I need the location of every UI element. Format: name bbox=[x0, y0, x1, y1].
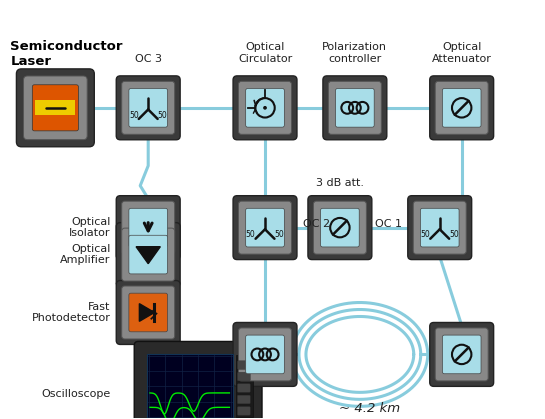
FancyBboxPatch shape bbox=[134, 341, 262, 419]
Text: 50: 50 bbox=[449, 230, 459, 239]
FancyBboxPatch shape bbox=[323, 76, 387, 140]
FancyBboxPatch shape bbox=[23, 76, 87, 140]
Text: Optical
Circulator: Optical Circulator bbox=[238, 42, 292, 64]
FancyBboxPatch shape bbox=[435, 328, 488, 381]
FancyBboxPatch shape bbox=[430, 323, 494, 386]
FancyBboxPatch shape bbox=[35, 101, 75, 115]
FancyBboxPatch shape bbox=[233, 76, 297, 140]
FancyBboxPatch shape bbox=[129, 208, 167, 247]
FancyBboxPatch shape bbox=[233, 196, 297, 260]
Text: ~ 4.2 km: ~ 4.2 km bbox=[340, 402, 401, 415]
Text: 50: 50 bbox=[275, 230, 284, 239]
Text: Oscilloscope: Oscilloscope bbox=[41, 389, 110, 399]
Text: 50: 50 bbox=[129, 111, 138, 119]
FancyBboxPatch shape bbox=[32, 85, 78, 131]
Text: Polarization
controller: Polarization controller bbox=[322, 42, 387, 64]
Text: Semiconductor
Laser: Semiconductor Laser bbox=[10, 40, 123, 68]
FancyBboxPatch shape bbox=[320, 208, 359, 247]
Text: 3 dB att.: 3 dB att. bbox=[316, 178, 364, 188]
FancyBboxPatch shape bbox=[239, 201, 292, 254]
FancyBboxPatch shape bbox=[122, 81, 175, 134]
FancyBboxPatch shape bbox=[246, 88, 284, 127]
FancyBboxPatch shape bbox=[116, 196, 180, 260]
FancyBboxPatch shape bbox=[238, 384, 250, 392]
Text: 50: 50 bbox=[420, 230, 430, 239]
FancyBboxPatch shape bbox=[329, 81, 382, 134]
Text: 50: 50 bbox=[246, 230, 256, 239]
FancyBboxPatch shape bbox=[116, 222, 180, 287]
FancyBboxPatch shape bbox=[238, 407, 250, 415]
FancyBboxPatch shape bbox=[308, 196, 372, 260]
FancyBboxPatch shape bbox=[129, 88, 167, 127]
FancyBboxPatch shape bbox=[430, 76, 494, 140]
FancyBboxPatch shape bbox=[313, 201, 366, 254]
FancyBboxPatch shape bbox=[239, 328, 292, 381]
Text: Optical
Isolator: Optical Isolator bbox=[69, 217, 110, 238]
FancyBboxPatch shape bbox=[238, 361, 250, 370]
FancyBboxPatch shape bbox=[238, 395, 250, 404]
Text: 50: 50 bbox=[158, 111, 167, 119]
FancyBboxPatch shape bbox=[435, 81, 488, 134]
Text: OC 1: OC 1 bbox=[375, 219, 402, 229]
FancyBboxPatch shape bbox=[238, 372, 250, 381]
FancyBboxPatch shape bbox=[336, 88, 374, 127]
FancyBboxPatch shape bbox=[246, 208, 284, 247]
Text: OC 3: OC 3 bbox=[135, 54, 162, 64]
Polygon shape bbox=[140, 304, 154, 321]
FancyBboxPatch shape bbox=[122, 286, 175, 339]
FancyBboxPatch shape bbox=[147, 354, 233, 419]
FancyBboxPatch shape bbox=[246, 335, 284, 374]
FancyBboxPatch shape bbox=[16, 69, 94, 147]
FancyBboxPatch shape bbox=[233, 323, 297, 386]
FancyBboxPatch shape bbox=[122, 201, 175, 254]
FancyBboxPatch shape bbox=[129, 293, 167, 332]
Text: Optical
Attenuator: Optical Attenuator bbox=[432, 42, 492, 64]
FancyBboxPatch shape bbox=[443, 88, 481, 127]
FancyBboxPatch shape bbox=[443, 335, 481, 374]
Text: OC 2: OC 2 bbox=[303, 219, 330, 229]
Polygon shape bbox=[136, 247, 160, 264]
Text: Fast
Photodetector: Fast Photodetector bbox=[32, 302, 110, 323]
FancyBboxPatch shape bbox=[237, 355, 253, 417]
FancyBboxPatch shape bbox=[116, 281, 180, 344]
Text: Optical
Amplifier: Optical Amplifier bbox=[60, 244, 110, 265]
FancyBboxPatch shape bbox=[116, 76, 180, 140]
FancyBboxPatch shape bbox=[129, 235, 167, 274]
FancyBboxPatch shape bbox=[122, 228, 175, 281]
FancyBboxPatch shape bbox=[408, 196, 471, 260]
FancyBboxPatch shape bbox=[413, 201, 466, 254]
FancyBboxPatch shape bbox=[239, 81, 292, 134]
FancyBboxPatch shape bbox=[420, 208, 459, 247]
Circle shape bbox=[264, 107, 266, 109]
